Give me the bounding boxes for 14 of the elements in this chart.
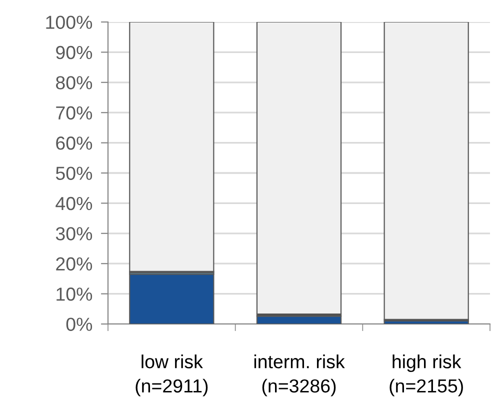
y-tick-label: 10% — [56, 288, 92, 301]
y-tick-label: 0% — [66, 318, 92, 331]
y-tick-label: 90% — [56, 46, 92, 60]
y-tick-label: 30% — [56, 227, 92, 240]
y-tick-label: 80% — [56, 76, 92, 90]
y-tick-label: 40% — [56, 196, 92, 210]
y-tick-label: 50% — [56, 166, 92, 180]
y-tick-label: 60% — [56, 136, 92, 150]
x-tick-label: low risk (n=2911) — [136, 354, 208, 396]
y-tick-label: 100% — [46, 16, 92, 29]
x-tick-label: interm. risk (n=3286) — [254, 354, 345, 396]
x-tick-label: high risk (n=2155) — [390, 354, 463, 396]
y-tick-label: 20% — [56, 257, 92, 271]
y-tick-label: 70% — [56, 106, 92, 120]
